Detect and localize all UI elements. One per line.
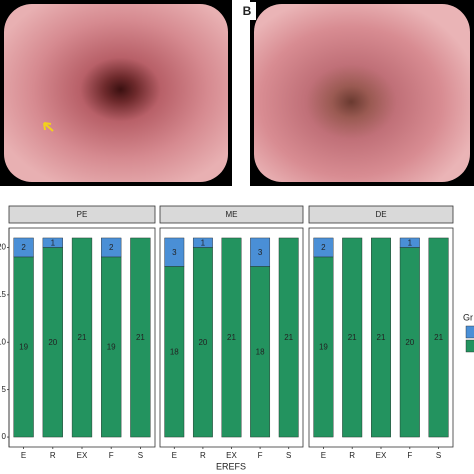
bar-segment (192, 237, 213, 248)
x-tick-label: F (109, 451, 114, 460)
x-tick-label: R (200, 451, 206, 460)
bar-segment (428, 237, 449, 438)
value-label: 2 (109, 243, 114, 252)
value-label: 21 (136, 333, 145, 342)
value-label: 19 (107, 343, 116, 352)
x-tick-label: EX (376, 451, 387, 460)
value-label: 18 (256, 347, 265, 356)
x-tick-label: S (436, 451, 441, 460)
legend-swatch (465, 339, 474, 353)
x-tick-label: EX (226, 451, 237, 460)
value-label: 21 (348, 333, 357, 342)
y-tick-label: 20 (0, 243, 7, 252)
value-label: 1 (408, 238, 413, 247)
bar-segment (399, 237, 420, 248)
facet-strip (8, 205, 156, 224)
bar-segment (164, 237, 185, 267)
x-tick-label: F (407, 451, 412, 460)
x-tick-label: S (286, 451, 291, 460)
value-label: 2 (321, 243, 326, 252)
facet-strip (308, 205, 454, 224)
x-tick-label: S (138, 451, 143, 460)
value-label: 1 (201, 238, 206, 247)
x-tick-label: E (321, 451, 326, 460)
facet-title: PE (77, 210, 88, 219)
y-tick-label: 5 (2, 385, 7, 394)
value-label: 20 (405, 338, 414, 347)
y-tick-label: 15 (0, 290, 7, 299)
value-label: 21 (78, 333, 87, 342)
x-tick-label: E (172, 451, 177, 460)
bar-segment (42, 237, 63, 248)
legend-swatch (465, 325, 474, 339)
bar-segment (101, 237, 122, 258)
value-label: 19 (19, 343, 28, 352)
value-label: 20 (48, 338, 57, 347)
value-label: 1 (51, 238, 56, 247)
x-tick-label: R (349, 451, 355, 460)
bar-segment (13, 237, 34, 258)
x-axis-label: EREFS (216, 461, 246, 471)
value-label: 2 (21, 243, 26, 252)
value-label: 20 (198, 338, 207, 347)
photo-b: B (238, 0, 474, 186)
legend-title: Gr (463, 312, 473, 322)
value-label: 21 (284, 333, 293, 342)
value-label: 18 (170, 347, 179, 356)
value-label: 19 (319, 343, 328, 352)
bar-segment (342, 237, 363, 438)
bar-segment (250, 237, 271, 267)
y-tick-label: 10 (0, 337, 7, 346)
value-label: 21 (434, 333, 443, 342)
x-tick-label: F (258, 451, 263, 460)
bar-segment (221, 237, 242, 438)
value-label: 3 (172, 248, 177, 257)
bar-segment (278, 237, 299, 438)
value-label: 21 (227, 333, 236, 342)
bar-segment (130, 237, 151, 438)
x-tick-label: EX (77, 451, 88, 460)
facet-strip (159, 205, 304, 224)
bar-segment (71, 237, 93, 438)
facet-title: ME (226, 210, 238, 219)
facet-title: DE (375, 210, 386, 219)
value-label: 3 (258, 248, 263, 257)
x-tick-label: R (50, 451, 56, 460)
value-label: 21 (377, 333, 386, 342)
y-tick-label: 0 (2, 432, 7, 441)
bar-segment (313, 237, 334, 258)
chart: 05101520PEE192R201EX21F192S21MEE183R201E… (0, 205, 474, 471)
photo-a (0, 0, 232, 186)
bar-segment (371, 237, 391, 438)
panel-label: B (243, 4, 252, 18)
x-tick-label: E (21, 451, 26, 460)
